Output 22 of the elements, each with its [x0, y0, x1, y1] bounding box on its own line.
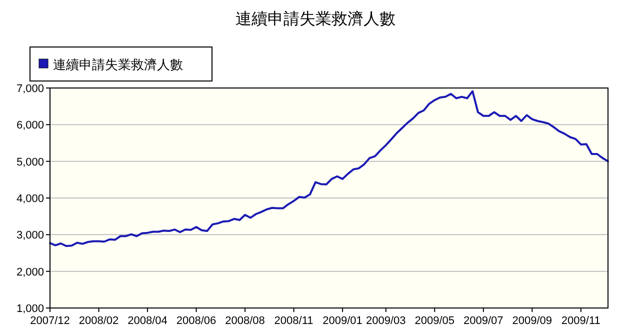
- y-tick-label: 1,000: [16, 303, 44, 315]
- y-tick-label: 6,000: [16, 120, 44, 132]
- x-tick-label: 2009/07: [464, 315, 504, 327]
- x-tick-label: 2009/09: [512, 315, 552, 327]
- x-tick-label: 2008/06: [176, 315, 216, 327]
- line-series: [49, 90, 609, 248]
- x-tick-label: 2009/03: [366, 315, 406, 327]
- x-tick-label: 2008/11: [274, 315, 314, 327]
- legend-label: 連續申請失業救濟人數: [53, 57, 183, 72]
- x-tick-label: 2009/05: [414, 315, 455, 327]
- y-tick-label: 2,000: [16, 266, 44, 278]
- y-tick-label: 7,000: [16, 83, 44, 95]
- x-tick-label: 2009/01: [322, 315, 362, 327]
- y-tick-label: 4,000: [16, 193, 44, 205]
- x-tick-label: 2008/08: [225, 315, 265, 327]
- x-tick-label: 2009/11: [561, 315, 600, 327]
- chart-title: 連續申請失業救濟人數: [236, 10, 396, 28]
- x-tick-label: 2008/02: [78, 315, 119, 327]
- x-tick-label: 2008/04: [128, 315, 168, 327]
- y-tick-label: 3,000: [16, 230, 44, 242]
- y-tick-label: 5,000: [16, 156, 44, 168]
- x-tick-label: 2007/12: [30, 315, 70, 327]
